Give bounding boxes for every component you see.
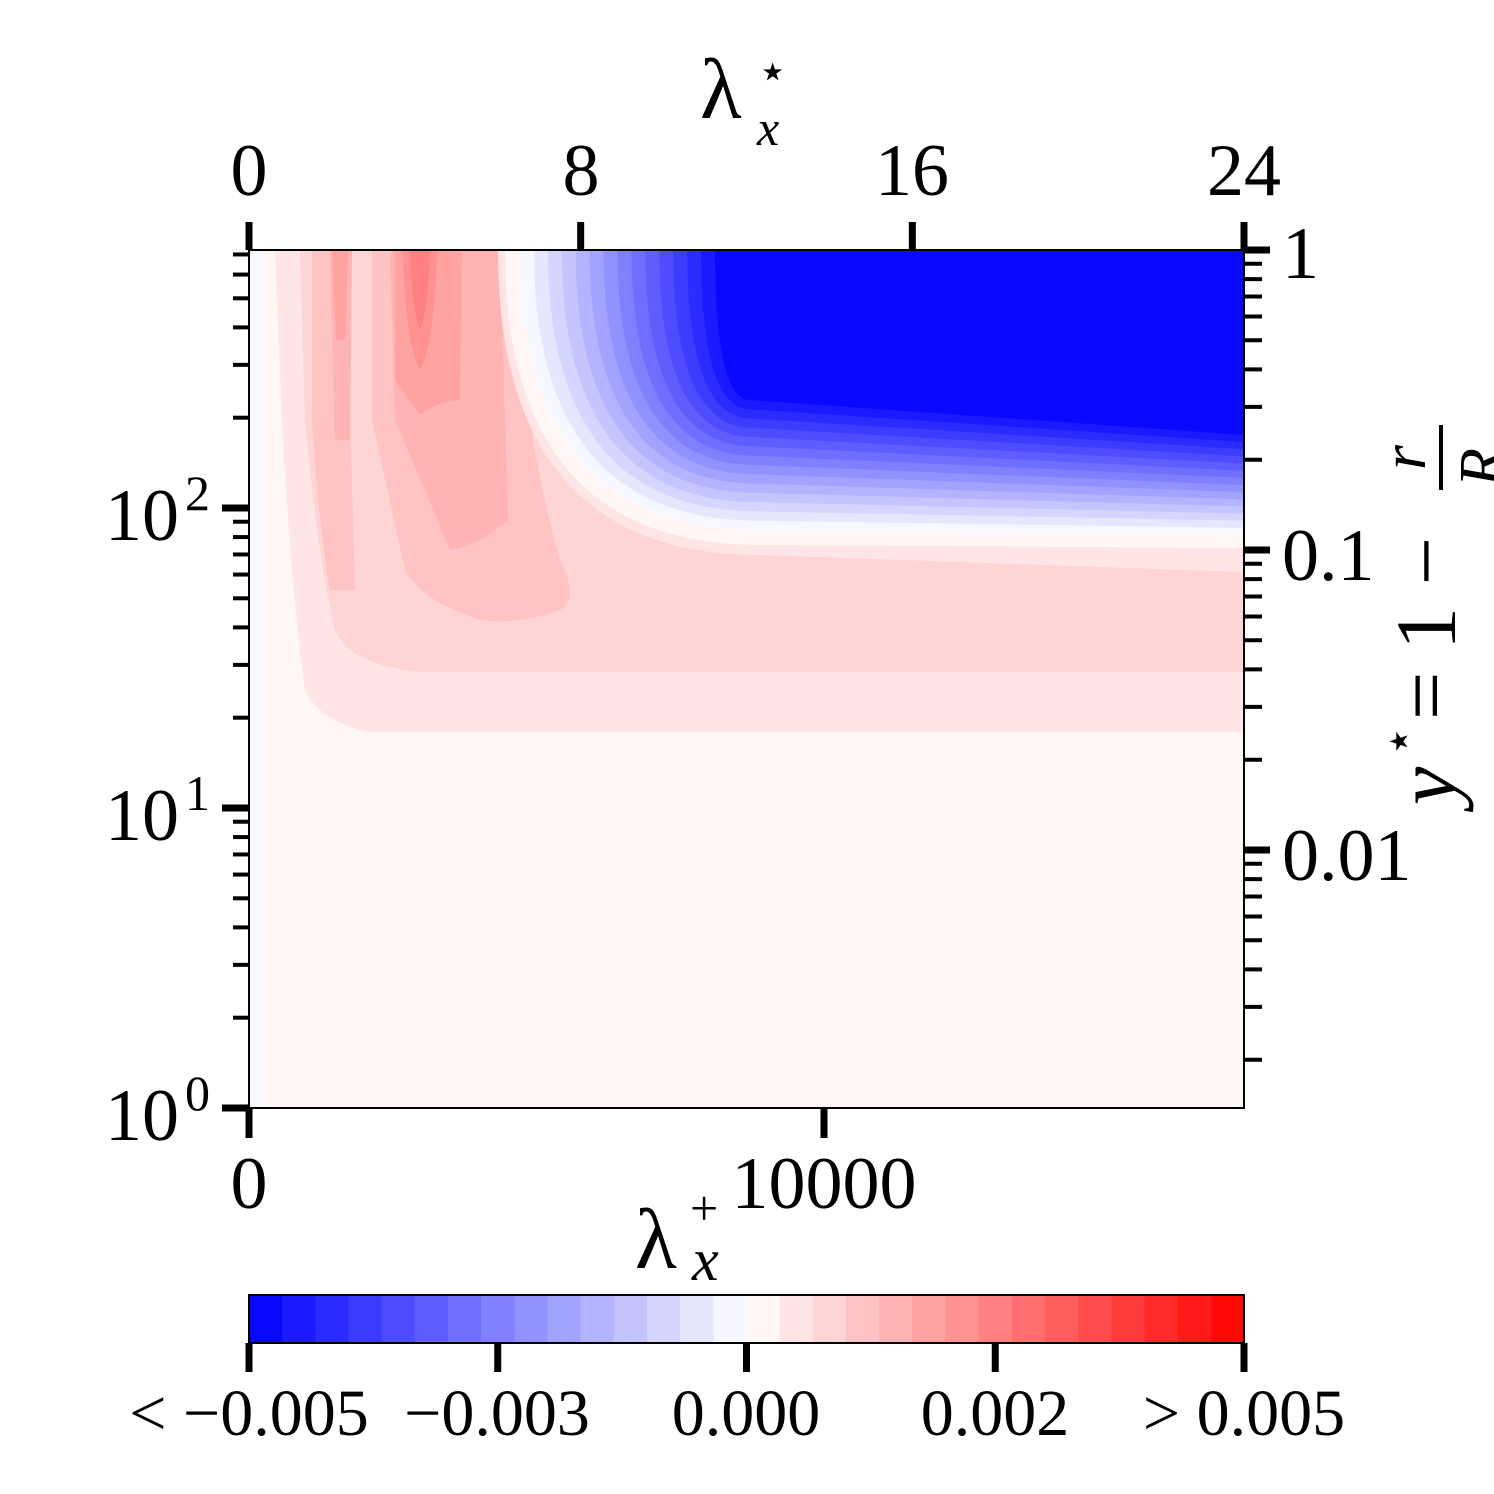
svg-text:y: y	[1378, 766, 1474, 813]
colorbar-segment	[879, 1295, 913, 1343]
y-right-tick-label: 1	[1282, 213, 1319, 295]
x-bottom-axis-label: λ + x	[635, 1180, 719, 1293]
y-right-tick-label: 0.1	[1282, 515, 1375, 597]
colorbar-segment	[680, 1295, 714, 1343]
colorbar-segment	[713, 1295, 748, 1343]
colorbar-tick-label: > 0.005	[1143, 1377, 1345, 1450]
x-top-tick-label: 24	[1207, 130, 1281, 212]
colorbar-segment	[1011, 1295, 1046, 1343]
colorbar-segment	[348, 1295, 383, 1343]
x-top-tick-label: 8	[563, 130, 600, 212]
x-bottom-tick-label: 10000	[732, 1143, 917, 1225]
colorbar-segment	[613, 1295, 648, 1343]
colorbar-segment	[580, 1295, 615, 1343]
svg-text:λ: λ	[700, 41, 742, 137]
colorbar-segment	[978, 1295, 1013, 1343]
contour-band	[249, 250, 263, 1108]
colorbar-tick-label: 0.000	[672, 1377, 821, 1450]
svg-text:x: x	[691, 1227, 719, 1293]
colorbar-segment	[414, 1295, 449, 1343]
colorbar-tick-label: −0.003	[404, 1377, 590, 1450]
y-left-tick-label: 10 2	[105, 465, 210, 557]
colorbar-segment	[381, 1295, 416, 1343]
svg-text:x: x	[756, 100, 779, 156]
x-bottom-tick-label: 0	[231, 1143, 268, 1225]
svg-text:⋆: ⋆	[757, 43, 788, 99]
colorbar-segment	[1144, 1295, 1179, 1343]
svg-text:10: 10	[105, 775, 179, 857]
colorbar-segment	[846, 1295, 880, 1343]
svg-text:⋆: ⋆	[1370, 726, 1426, 757]
colorbar-segment	[779, 1295, 814, 1343]
svg-text:10: 10	[105, 475, 179, 557]
svg-text:+: +	[690, 1180, 718, 1236]
colorbar-tick-label: 0.002	[921, 1377, 1070, 1450]
colorbar-segment	[481, 1295, 515, 1343]
y-left-tick-label: 10 0	[105, 1065, 210, 1157]
contour-band	[715, 250, 1244, 435]
colorbar-segment	[1210, 1295, 1245, 1343]
colorbar-segment	[514, 1295, 549, 1343]
plot-frame	[248, 249, 1245, 1109]
svg-text:= 1 −: = 1 −	[1378, 537, 1474, 720]
colorbar-segment	[647, 1295, 681, 1343]
axis-ticks	[222, 222, 1270, 1138]
colorbar-segment	[1177, 1295, 1212, 1343]
svg-text:R: R	[1446, 448, 1494, 488]
colorbar-segment	[1111, 1295, 1146, 1343]
colorbar-segment	[945, 1295, 980, 1343]
colorbar	[249, 1295, 1245, 1343]
svg-text:10: 10	[105, 1075, 179, 1157]
colorbar-segment	[812, 1295, 847, 1343]
x-top-axis-label: λ ⋆ x	[700, 41, 788, 156]
svg-text:0: 0	[185, 1065, 210, 1121]
colorbar-segment	[315, 1295, 350, 1343]
x-top-tick-label: 16	[875, 130, 949, 212]
colorbar-segment	[746, 1295, 781, 1343]
svg-text:r: r	[1368, 444, 1439, 470]
colorbar-segment	[1045, 1295, 1079, 1343]
colorbar-tick-label: < −0.005	[129, 1377, 368, 1450]
colorbar-segment	[912, 1295, 947, 1343]
colorbar-segment	[1078, 1295, 1112, 1343]
y-right-tick-label: 0.01	[1282, 815, 1412, 897]
svg-text:1: 1	[185, 765, 210, 821]
contour-band	[410, 250, 430, 330]
y-right-axis-label: y ⋆ = 1 − r R	[1368, 425, 1494, 813]
colorbar-segment	[282, 1295, 316, 1343]
svg-text:2: 2	[185, 465, 210, 521]
y-left-tick-label: 10 1	[105, 765, 210, 857]
contour-band	[332, 250, 348, 340]
colorbar-ticks	[245, 1343, 1248, 1372]
colorbar-segment	[547, 1295, 582, 1343]
x-top-tick-label: 0	[231, 130, 268, 212]
contour-field	[249, 250, 1244, 1108]
colorbar-segment	[448, 1295, 482, 1343]
colorbar-segment	[249, 1295, 283, 1343]
svg-text:λ: λ	[635, 1191, 677, 1287]
